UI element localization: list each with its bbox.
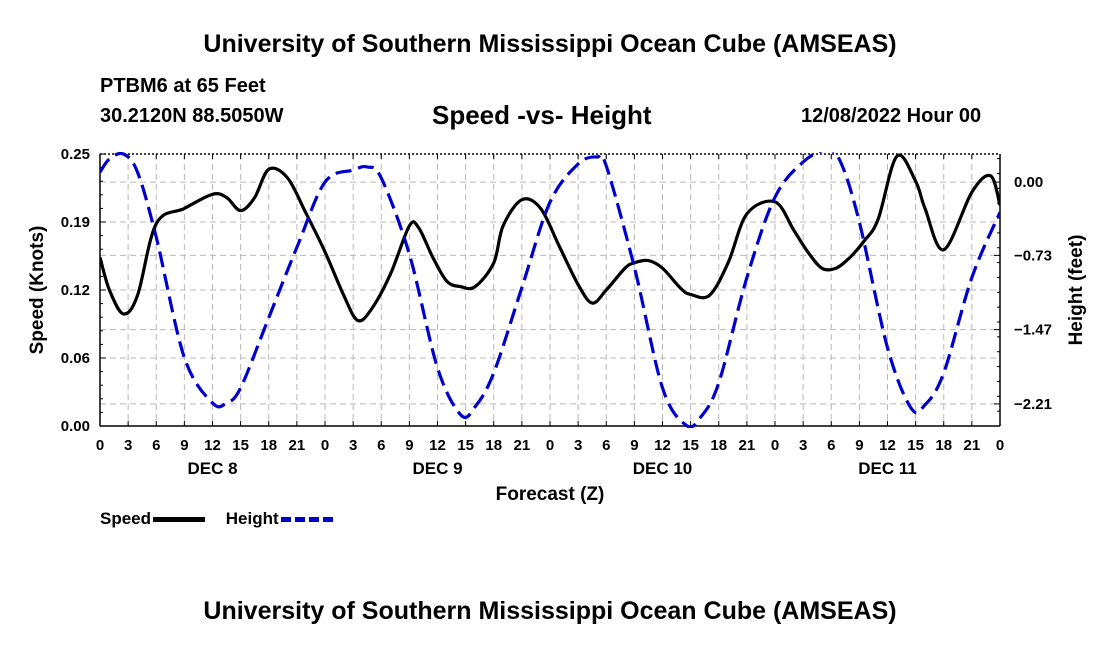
chart-subtitle: Speed -vs- Height bbox=[432, 100, 652, 130]
y2-axis-title: Height (feet) bbox=[1066, 235, 1087, 346]
y2-tick-label: 0.00 bbox=[1014, 174, 1043, 191]
x-tick-label: 9 bbox=[180, 437, 188, 454]
x-tick-label: 0 bbox=[96, 437, 104, 454]
legend-speed-swatch bbox=[153, 516, 206, 522]
x-tick-label: 0 bbox=[546, 437, 554, 454]
x-tick-label: 6 bbox=[602, 437, 610, 454]
x-tick-label: 12 bbox=[204, 437, 221, 454]
x-tick-label: 12 bbox=[654, 437, 671, 454]
y-tick-label: 0.00 bbox=[61, 418, 90, 435]
x-tick-label: 21 bbox=[739, 437, 756, 454]
y-tick-label: 0.12 bbox=[61, 282, 90, 299]
x-tick-label: 6 bbox=[152, 437, 160, 454]
x-tick-label: 15 bbox=[907, 437, 924, 454]
coordinates-label: 30.2120N 88.5050W bbox=[100, 105, 284, 127]
y-axis-title: Speed (Knots) bbox=[27, 226, 48, 355]
series-line-speed bbox=[100, 153, 1000, 323]
day-label: DEC 11 bbox=[858, 459, 917, 478]
x-tick-label: 18 bbox=[935, 437, 952, 454]
x-tick-label: 3 bbox=[124, 437, 132, 454]
y-tick-label: 0.06 bbox=[61, 350, 90, 367]
y-tick-label: 0.25 bbox=[61, 146, 90, 163]
x-tick-label: 6 bbox=[827, 437, 835, 454]
y-tick-label: 0.19 bbox=[61, 214, 90, 231]
x-tick-label: 9 bbox=[405, 437, 413, 454]
y2-tick-label: −0.73 bbox=[1014, 247, 1052, 264]
y2-tick-label: −1.47 bbox=[1014, 322, 1052, 339]
x-tick-label: 21 bbox=[289, 437, 306, 454]
x-tick-label: 12 bbox=[879, 437, 896, 454]
x-tick-label: 21 bbox=[514, 437, 531, 454]
station-label: PTBM6 at 65 Feet bbox=[100, 75, 266, 97]
x-tick-label: 18 bbox=[485, 437, 502, 454]
x-tick-label: 6 bbox=[377, 437, 385, 454]
x-tick-label: 12 bbox=[429, 437, 446, 454]
x-tick-label: 21 bbox=[964, 437, 981, 454]
chart-title-bottom: University of Southern Mississippi Ocean… bbox=[203, 597, 897, 625]
day-label: DEC 9 bbox=[412, 459, 462, 478]
x-tick-label: 3 bbox=[799, 437, 807, 454]
x-tick-label: 18 bbox=[710, 437, 727, 454]
x-tick-label: 3 bbox=[574, 437, 582, 454]
day-label: DEC 10 bbox=[633, 459, 693, 478]
x-tick-label: 0 bbox=[996, 437, 1004, 454]
x-tick-label: 9 bbox=[630, 437, 638, 454]
x-tick-label: 0 bbox=[321, 437, 329, 454]
x-tick-label: 0 bbox=[771, 437, 779, 454]
legend-item-height: Height bbox=[226, 509, 333, 529]
y2-tick-label: −2.21 bbox=[1014, 396, 1052, 413]
x-tick-label: 15 bbox=[232, 437, 249, 454]
x-tick-label: 9 bbox=[855, 437, 863, 454]
legend-height-swatch bbox=[280, 516, 333, 522]
forecast-datetime: 12/08/2022 Hour 00 bbox=[801, 105, 982, 127]
day-label: DEC 8 bbox=[187, 459, 237, 478]
x-tick-label: 15 bbox=[457, 437, 474, 454]
legend: Speed Height bbox=[100, 509, 349, 529]
legend-speed-label: Speed bbox=[100, 509, 152, 528]
legend-item-speed: Speed bbox=[100, 509, 206, 529]
chart-title-top: University of Southern Mississippi Ocean… bbox=[203, 30, 897, 58]
x-tick-label: 15 bbox=[682, 437, 699, 454]
x-axis-title: Forecast (Z) bbox=[496, 484, 605, 505]
x-tick-label: 3 bbox=[349, 437, 357, 454]
legend-height-label: Height bbox=[225, 509, 279, 528]
x-tick-label: 18 bbox=[260, 437, 277, 454]
